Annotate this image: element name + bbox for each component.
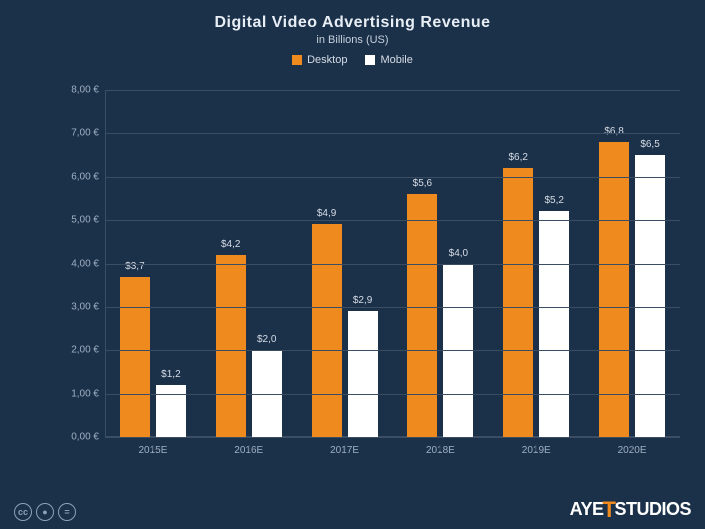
bar-value-label: $4,0	[449, 248, 468, 259]
legend-item: Mobile	[365, 54, 412, 66]
legend: Desktop Mobile	[0, 54, 705, 66]
y-tick-label: 4,00 €	[55, 258, 99, 269]
bar-value-label: $2,9	[353, 295, 372, 306]
gridline	[105, 177, 680, 178]
y-tick-label: 3,00 €	[55, 301, 99, 312]
x-tick	[632, 445, 633, 451]
nd-icon: =	[58, 503, 76, 521]
bar: $6,2	[503, 168, 533, 437]
bar-value-label: $6,5	[640, 139, 659, 150]
gridline	[105, 437, 680, 438]
y-tick-label: 1,00 €	[55, 388, 99, 399]
x-tick	[440, 445, 441, 451]
gridline	[105, 307, 680, 308]
legend-swatch	[365, 55, 375, 65]
bar: $6,5	[635, 155, 665, 437]
brand-logo: AYE T STUDIOS	[570, 495, 691, 521]
gridline	[105, 90, 680, 91]
legend-label: Desktop	[307, 54, 347, 66]
bar-value-label: $1,2	[161, 369, 180, 380]
bar-pair: $5,6 $4,0	[407, 194, 473, 437]
legend-item: Desktop	[292, 54, 347, 66]
x-tick	[536, 445, 537, 451]
y-tick-label: 6,00 €	[55, 171, 99, 182]
bar-value-label: $5,2	[544, 195, 563, 206]
bar-value-label: $2,0	[257, 334, 276, 345]
x-tick	[248, 445, 249, 451]
gridline	[105, 133, 680, 134]
bar-value-label: $6,8	[604, 126, 623, 137]
gridline	[105, 220, 680, 221]
bar-pair: $4,9$2,9	[312, 224, 378, 437]
bar-pair: $3,7 $1,2	[120, 277, 186, 437]
brand-right: STUDIOS	[614, 499, 691, 520]
bar-value-label: $6,2	[508, 152, 527, 163]
legend-label: Mobile	[380, 54, 412, 66]
chart-area: $3,7$1,22015E$4,2$2,02016E$4,9$2,92017E$…	[55, 90, 680, 459]
bar-pair: $6,2$5,2	[503, 168, 569, 437]
y-tick-label: 0,00 €	[55, 432, 99, 443]
brand-mid: T	[603, 497, 616, 523]
bar: $3,7	[120, 277, 150, 437]
x-tick-label: 2017E	[297, 445, 393, 456]
footer: cc ● = AYE T STUDIOS	[14, 495, 691, 521]
bar-value-label: $4,2	[221, 239, 240, 250]
gridline	[105, 394, 680, 395]
x-tick-label: 2020E	[584, 445, 680, 456]
bar: $5,6	[407, 194, 437, 437]
bar-value-label: $3,7	[125, 261, 144, 272]
bar-pair: $4,2 $2,0	[216, 255, 282, 437]
x-tick-label: 2019E	[488, 445, 584, 456]
bar: $4,9	[312, 224, 342, 437]
bar: $5,2	[539, 211, 569, 437]
x-tick	[344, 445, 345, 451]
x-tick-label: 2018E	[392, 445, 488, 456]
gridline	[105, 350, 680, 351]
brand-left: AYE	[570, 499, 604, 520]
y-tick-label: 8,00 €	[55, 85, 99, 96]
chart-title: Digital Video Advertising Revenue	[0, 0, 705, 32]
legend-swatch	[292, 55, 302, 65]
plot-area: $3,7$1,22015E$4,2$2,02016E$4,9$2,92017E$…	[105, 90, 680, 437]
y-tick-label: 2,00 €	[55, 345, 99, 356]
cc-license-icons: cc ● =	[14, 503, 76, 521]
bar: $2,9	[348, 311, 378, 437]
gridline	[105, 264, 680, 265]
y-tick-label: 7,00 €	[55, 128, 99, 139]
x-tick-label: 2016E	[201, 445, 297, 456]
x-tick-label: 2015E	[105, 445, 201, 456]
x-tick	[152, 445, 153, 451]
bar-value-label: $4,9	[317, 208, 336, 219]
bar: $4,2	[216, 255, 246, 437]
y-tick-label: 5,00 €	[55, 215, 99, 226]
bar-value-label: $5,6	[413, 178, 432, 189]
by-icon: ●	[36, 503, 54, 521]
chart-subtitle: in Billions (US)	[0, 34, 705, 46]
cc-icon: cc	[14, 503, 32, 521]
